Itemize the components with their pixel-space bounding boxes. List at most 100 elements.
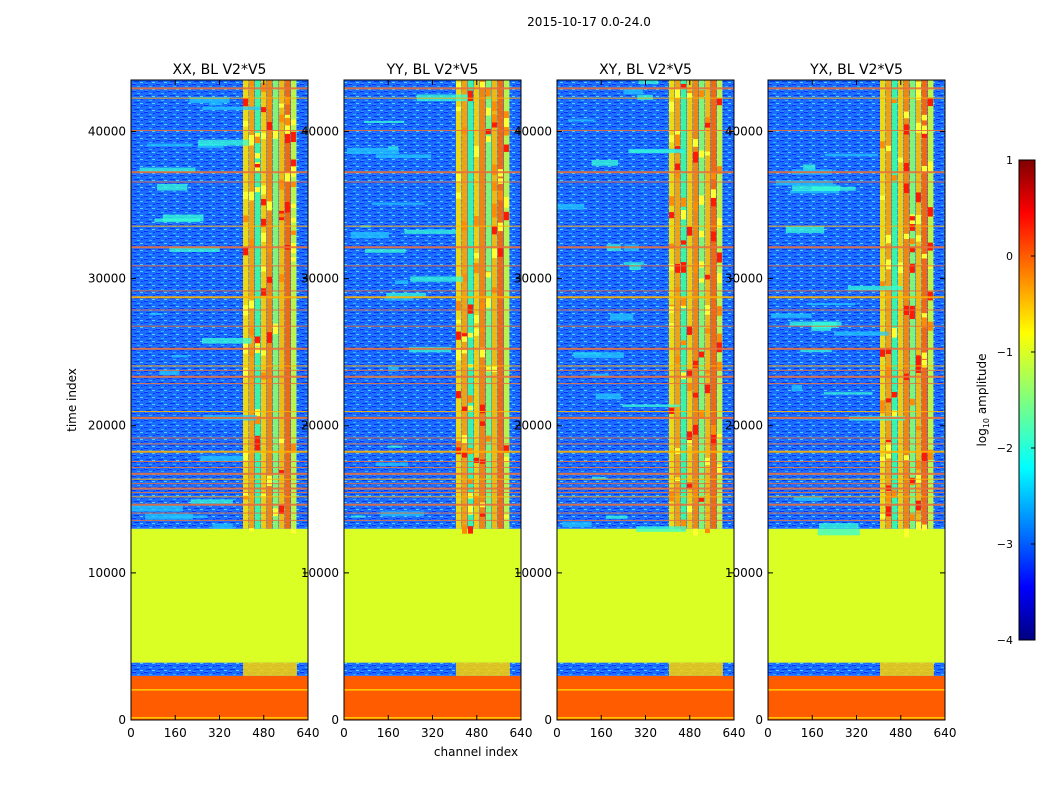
hot-spot: [686, 482, 692, 488]
y-tick-label: 40000: [301, 124, 339, 138]
rfi-line: [131, 290, 308, 292]
rfi-line: [557, 478, 734, 480]
colorbar-gradient: [1018, 159, 1036, 641]
rfi-line: [131, 483, 308, 485]
rfi-line: [557, 466, 734, 468]
hot-spot: [880, 456, 885, 462]
hot-spot: [467, 405, 473, 411]
hot-spot: [669, 407, 674, 414]
hot-spot: [909, 514, 915, 521]
rfi-line: [131, 383, 308, 385]
hot-spot: [254, 153, 260, 159]
x-tick-label: 320: [421, 726, 444, 740]
patch: [573, 352, 624, 359]
panel-title: YX, BL V2*V5: [809, 62, 903, 78]
hot-spot: [886, 442, 891, 452]
hot-spot: [272, 130, 278, 139]
hot-spot: [921, 352, 927, 359]
hot-spot: [716, 306, 722, 316]
rfi-line: [557, 290, 734, 292]
hot-spot: [467, 493, 473, 499]
y-tick-label: 0: [331, 713, 339, 727]
rfi-line: [131, 496, 308, 498]
hot-spot: [254, 343, 260, 347]
patch: [557, 203, 585, 210]
hot-spot: [915, 235, 921, 242]
hot-spot: [903, 183, 909, 194]
hot-spot: [462, 350, 467, 354]
rfi-line: [344, 461, 521, 463]
hot-spot: [462, 333, 467, 342]
rfi-line: [131, 519, 308, 521]
y-tick-label: 10000: [514, 566, 552, 580]
rfi-line: [768, 309, 945, 311]
patch: [198, 139, 249, 146]
hot-spot: [921, 254, 927, 258]
hot-spot: [909, 398, 915, 406]
hot-spot: [290, 444, 296, 453]
patch: [825, 153, 878, 157]
y-tick-label: 40000: [725, 124, 763, 138]
patch: [350, 515, 366, 518]
hot-spot: [456, 192, 461, 199]
patch: [169, 246, 220, 252]
patch: [590, 373, 609, 377]
patch: [350, 231, 389, 239]
rfi-line: [557, 512, 734, 514]
bright-channel-stripe: [284, 80, 291, 529]
rfi-line: [131, 369, 308, 371]
y-tick-label: 0: [755, 713, 763, 727]
patch: [636, 526, 686, 532]
hot-spot: [698, 409, 704, 419]
rfi-line: [557, 472, 734, 475]
rfi-line: [131, 416, 308, 419]
patch: [394, 280, 409, 285]
hot-spot: [915, 82, 921, 90]
hot-spot: [704, 528, 710, 534]
rfi-line: [131, 87, 308, 90]
hot-spot: [915, 192, 921, 203]
hot-spot: [692, 424, 698, 435]
rfi-line: [344, 369, 521, 371]
patch: [609, 313, 634, 321]
rfi-line: [768, 325, 945, 327]
block-orange-flagged-block: [131, 675, 308, 720]
hot-spot: [260, 132, 266, 140]
hot-spot: [473, 457, 479, 463]
hot-spot: [260, 185, 266, 195]
block-orange-flagged-block: [557, 675, 734, 720]
rfi-line: [557, 296, 734, 299]
patch: [190, 499, 233, 504]
hot-spot: [891, 391, 897, 398]
bright-channel-stripe: [266, 80, 273, 529]
hot-spot: [503, 456, 509, 463]
rfi-line: [557, 416, 734, 419]
hot-spot: [880, 348, 885, 357]
hot-spot: [290, 528, 296, 534]
hot-spot: [456, 331, 461, 340]
block-observed-data: [557, 80, 734, 529]
x-tick-label: 0: [340, 726, 348, 740]
rfi-line: [344, 411, 521, 413]
bright-channel-stripe: [897, 80, 904, 529]
x-tick-label: 160: [590, 726, 613, 740]
patch: [623, 262, 644, 265]
bright-channel-stripe: [503, 80, 510, 529]
hot-spot: [473, 215, 479, 227]
panel-2: YY, BL V2*V5 0 160 320 480 640 0 10000 20000 3000…: [301, 62, 533, 740]
hot-spot: [473, 252, 479, 259]
hot-spot: [891, 175, 897, 181]
y-tick-label: 0: [118, 713, 126, 727]
hot-spot: [290, 131, 296, 143]
hot-spot: [491, 119, 497, 128]
hot-spot: [921, 451, 927, 462]
patch: [384, 297, 414, 301]
hot-spot: [909, 313, 915, 320]
panel-image: [344, 80, 521, 720]
rfi-line: [768, 503, 945, 506]
hot-spot: [456, 354, 461, 361]
hot-spot: [903, 129, 909, 135]
hot-spot: [278, 505, 284, 514]
hot-spot: [692, 139, 698, 147]
rfi-line: [344, 483, 521, 485]
